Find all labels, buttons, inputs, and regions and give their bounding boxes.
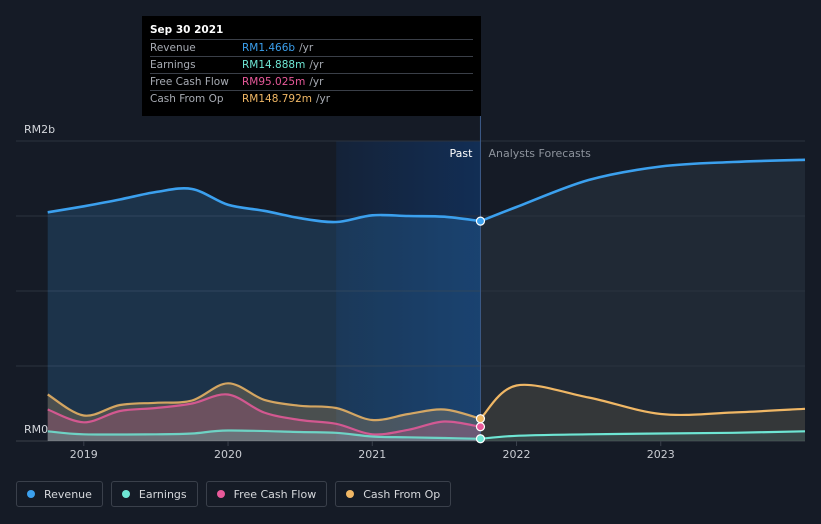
tooltip-row-earnings: Earnings RM14.888m /yr: [150, 56, 473, 73]
tooltip-row-revenue: Revenue RM1.466b /yr: [150, 39, 473, 56]
legend-label: Earnings: [138, 487, 187, 501]
tooltip-label: Free Cash Flow: [150, 76, 229, 88]
tooltip-label: Earnings: [150, 59, 196, 71]
tooltip-row-cfo: Cash From Op RM148.792m /yr: [150, 90, 473, 107]
marker-revenue: [475, 216, 486, 226]
y-label-top: RM2b: [24, 123, 55, 136]
tooltip-label: Revenue: [150, 42, 196, 54]
x-tick-label: 2020: [214, 448, 242, 461]
area-cash-from-op-forecast: [480, 384, 805, 441]
legend-item-cash-from-op[interactable]: Cash From Op: [335, 481, 452, 507]
tooltip-row-fcf: Free Cash Flow RM95.025m /yr: [150, 73, 473, 90]
tooltip-unit: /yr: [316, 93, 331, 105]
x-tick-label: 2019: [70, 448, 98, 461]
area-revenue-forecast: [480, 159, 805, 442]
area-revenue-past: [47, 188, 481, 441]
legend-dot-icon: [121, 490, 130, 498]
legend-label: Free Cash Flow: [233, 487, 317, 501]
tooltip-value-fcf: RM95.025m: [242, 76, 306, 88]
tooltip-label: Cash From Op: [150, 93, 224, 105]
tooltip-unit: /yr: [309, 59, 324, 71]
line-earnings-forecast: [480, 430, 806, 440]
line-cash-from-op-past: [47, 382, 481, 422]
tooltip-unit: /yr: [309, 76, 324, 88]
legend-label: Revenue: [44, 487, 92, 501]
legend-dot-icon: [27, 490, 35, 498]
marker-free-cash-flow: [475, 422, 486, 432]
legend-item-revenue[interactable]: Revenue: [16, 481, 103, 507]
line-revenue-past: [47, 187, 481, 224]
tooltip-value-revenue: RM1.466b: [242, 42, 296, 54]
tooltip-value-earnings: RM14.888m: [242, 59, 306, 71]
marker-cash-from-op: [475, 414, 486, 424]
x-tick-label: 2022: [503, 448, 531, 461]
area-free-cash-flow-past: [47, 394, 481, 441]
line-earnings-past: [47, 429, 481, 440]
tooltip-value-cfo: RM148.792m: [242, 93, 313, 105]
line-cash-from-op-forecast: [479, 383, 806, 420]
tooltip: Sep 30 2021 Revenue RM1.466b /yr Earning…: [142, 16, 481, 116]
line-revenue-forecast: [480, 158, 806, 223]
legend-dot-icon: [346, 490, 355, 498]
forecast-label: Analysts Forecasts: [488, 147, 591, 160]
legend-label: Cash From Op: [363, 487, 441, 501]
legend-dot-icon: [216, 490, 225, 498]
tooltip-date: Sep 30 2021: [150, 24, 224, 36]
y-label-bottom: RM0: [24, 423, 48, 436]
x-tick-label: 2023: [647, 448, 675, 461]
legend: Revenue Earnings Free Cash Flow Cash Fro…: [16, 481, 452, 507]
marker-earnings: [475, 434, 486, 444]
legend-item-earnings[interactable]: Earnings: [110, 481, 198, 507]
legend-item-free-cash-flow[interactable]: Free Cash Flow: [205, 481, 328, 507]
x-tick-label: 2021: [358, 448, 386, 461]
line-free-cash-flow-past: [47, 393, 481, 436]
area-earnings-past: [47, 430, 481, 441]
tooltip-unit: /yr: [299, 42, 314, 54]
past-label: Past: [450, 147, 474, 160]
